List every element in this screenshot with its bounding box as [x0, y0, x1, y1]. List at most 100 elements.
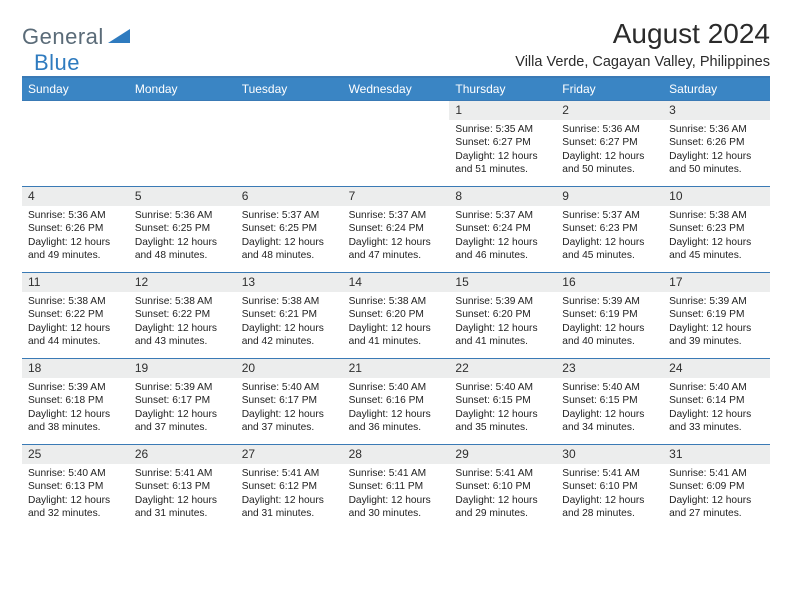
title-block: August 2024: [613, 18, 770, 50]
logo-triangle-icon: [108, 29, 130, 48]
day-cell: 8Sunrise: 5:37 AMSunset: 6:24 PMDaylight…: [449, 186, 556, 272]
day-cell: 14Sunrise: 5:38 AMSunset: 6:20 PMDayligh…: [343, 272, 450, 358]
day-number: 22: [449, 359, 556, 378]
day-number: 2: [556, 101, 663, 120]
day-number: 4: [22, 187, 129, 206]
day-number: 17: [663, 273, 770, 292]
day-info: Sunrise: 5:40 AMSunset: 6:15 PMDaylight:…: [556, 378, 663, 439]
day-info: Sunrise: 5:36 AMSunset: 6:27 PMDaylight:…: [556, 120, 663, 181]
day-number: 6: [236, 187, 343, 206]
day-header: Monday: [129, 78, 236, 100]
day-info: Sunrise: 5:39 AMSunset: 6:19 PMDaylight:…: [663, 292, 770, 353]
blank-cell: [236, 100, 343, 186]
logo-text-2: Blue: [34, 50, 80, 76]
day-info: Sunrise: 5:39 AMSunset: 6:17 PMDaylight:…: [129, 378, 236, 439]
day-number: 1: [449, 101, 556, 120]
day-header: Thursday: [449, 78, 556, 100]
day-cell: 22Sunrise: 5:40 AMSunset: 6:15 PMDayligh…: [449, 358, 556, 444]
day-info: Sunrise: 5:41 AMSunset: 6:10 PMDaylight:…: [556, 464, 663, 525]
day-info: Sunrise: 5:38 AMSunset: 6:23 PMDaylight:…: [663, 206, 770, 267]
day-info: Sunrise: 5:39 AMSunset: 6:19 PMDaylight:…: [556, 292, 663, 353]
day-number: 29: [449, 445, 556, 464]
logo: General: [22, 24, 132, 50]
day-info: Sunrise: 5:41 AMSunset: 6:09 PMDaylight:…: [663, 464, 770, 525]
day-info: Sunrise: 5:41 AMSunset: 6:11 PMDaylight:…: [343, 464, 450, 525]
day-info: Sunrise: 5:37 AMSunset: 6:23 PMDaylight:…: [556, 206, 663, 267]
day-info: Sunrise: 5:35 AMSunset: 6:27 PMDaylight:…: [449, 120, 556, 181]
day-cell: 13Sunrise: 5:38 AMSunset: 6:21 PMDayligh…: [236, 272, 343, 358]
day-info: Sunrise: 5:38 AMSunset: 6:22 PMDaylight:…: [129, 292, 236, 353]
day-number: 12: [129, 273, 236, 292]
day-cell: 28Sunrise: 5:41 AMSunset: 6:11 PMDayligh…: [343, 444, 450, 530]
day-info: Sunrise: 5:41 AMSunset: 6:10 PMDaylight:…: [449, 464, 556, 525]
day-info: Sunrise: 5:40 AMSunset: 6:16 PMDaylight:…: [343, 378, 450, 439]
day-number: 30: [556, 445, 663, 464]
day-info: Sunrise: 5:40 AMSunset: 6:14 PMDaylight:…: [663, 378, 770, 439]
day-cell: 12Sunrise: 5:38 AMSunset: 6:22 PMDayligh…: [129, 272, 236, 358]
day-number: 19: [129, 359, 236, 378]
day-cell: 10Sunrise: 5:38 AMSunset: 6:23 PMDayligh…: [663, 186, 770, 272]
day-cell: 4Sunrise: 5:36 AMSunset: 6:26 PMDaylight…: [22, 186, 129, 272]
day-number: 11: [22, 273, 129, 292]
day-header: Saturday: [663, 78, 770, 100]
day-info: Sunrise: 5:40 AMSunset: 6:13 PMDaylight:…: [22, 464, 129, 525]
day-info: Sunrise: 5:41 AMSunset: 6:13 PMDaylight:…: [129, 464, 236, 525]
day-cell: 23Sunrise: 5:40 AMSunset: 6:15 PMDayligh…: [556, 358, 663, 444]
day-number: 14: [343, 273, 450, 292]
day-cell: 16Sunrise: 5:39 AMSunset: 6:19 PMDayligh…: [556, 272, 663, 358]
day-info: Sunrise: 5:36 AMSunset: 6:26 PMDaylight:…: [22, 206, 129, 267]
day-info: Sunrise: 5:37 AMSunset: 6:24 PMDaylight:…: [343, 206, 450, 267]
day-info: Sunrise: 5:38 AMSunset: 6:22 PMDaylight:…: [22, 292, 129, 353]
day-number: 15: [449, 273, 556, 292]
day-cell: 30Sunrise: 5:41 AMSunset: 6:10 PMDayligh…: [556, 444, 663, 530]
day-info: Sunrise: 5:40 AMSunset: 6:15 PMDaylight:…: [449, 378, 556, 439]
day-info: Sunrise: 5:37 AMSunset: 6:24 PMDaylight:…: [449, 206, 556, 267]
day-cell: 9Sunrise: 5:37 AMSunset: 6:23 PMDaylight…: [556, 186, 663, 272]
day-number: 31: [663, 445, 770, 464]
day-cell: 19Sunrise: 5:39 AMSunset: 6:17 PMDayligh…: [129, 358, 236, 444]
day-info: Sunrise: 5:39 AMSunset: 6:20 PMDaylight:…: [449, 292, 556, 353]
day-cell: 25Sunrise: 5:40 AMSunset: 6:13 PMDayligh…: [22, 444, 129, 530]
day-cell: 11Sunrise: 5:38 AMSunset: 6:22 PMDayligh…: [22, 272, 129, 358]
day-number: 13: [236, 273, 343, 292]
day-cell: 20Sunrise: 5:40 AMSunset: 6:17 PMDayligh…: [236, 358, 343, 444]
day-cell: 24Sunrise: 5:40 AMSunset: 6:14 PMDayligh…: [663, 358, 770, 444]
day-cell: 18Sunrise: 5:39 AMSunset: 6:18 PMDayligh…: [22, 358, 129, 444]
day-info: Sunrise: 5:38 AMSunset: 6:20 PMDaylight:…: [343, 292, 450, 353]
blank-cell: [343, 100, 450, 186]
day-info: Sunrise: 5:38 AMSunset: 6:21 PMDaylight:…: [236, 292, 343, 353]
day-cell: 6Sunrise: 5:37 AMSunset: 6:25 PMDaylight…: [236, 186, 343, 272]
header-row: General August 2024: [22, 18, 770, 50]
day-header: Friday: [556, 78, 663, 100]
day-info: Sunrise: 5:37 AMSunset: 6:25 PMDaylight:…: [236, 206, 343, 267]
day-info: Sunrise: 5:36 AMSunset: 6:25 PMDaylight:…: [129, 206, 236, 267]
location-subtitle: Villa Verde, Cagayan Valley, Philippines: [515, 54, 770, 70]
day-number: 3: [663, 101, 770, 120]
day-cell: 15Sunrise: 5:39 AMSunset: 6:20 PMDayligh…: [449, 272, 556, 358]
day-number: 16: [556, 273, 663, 292]
day-number: 10: [663, 187, 770, 206]
day-number: 8: [449, 187, 556, 206]
day-number: 28: [343, 445, 450, 464]
day-cell: 29Sunrise: 5:41 AMSunset: 6:10 PMDayligh…: [449, 444, 556, 530]
day-cell: 21Sunrise: 5:40 AMSunset: 6:16 PMDayligh…: [343, 358, 450, 444]
day-cell: 31Sunrise: 5:41 AMSunset: 6:09 PMDayligh…: [663, 444, 770, 530]
day-cell: 27Sunrise: 5:41 AMSunset: 6:12 PMDayligh…: [236, 444, 343, 530]
day-number: 27: [236, 445, 343, 464]
day-cell: 3Sunrise: 5:36 AMSunset: 6:26 PMDaylight…: [663, 100, 770, 186]
calendar-grid: SundayMondayTuesdayWednesdayThursdayFrid…: [22, 78, 770, 530]
day-header: Wednesday: [343, 78, 450, 100]
day-header: Tuesday: [236, 78, 343, 100]
day-info: Sunrise: 5:39 AMSunset: 6:18 PMDaylight:…: [22, 378, 129, 439]
day-header: Sunday: [22, 78, 129, 100]
day-number: 21: [343, 359, 450, 378]
day-cell: 5Sunrise: 5:36 AMSunset: 6:25 PMDaylight…: [129, 186, 236, 272]
day-number: 24: [663, 359, 770, 378]
day-cell: 7Sunrise: 5:37 AMSunset: 6:24 PMDaylight…: [343, 186, 450, 272]
day-number: 20: [236, 359, 343, 378]
day-number: 18: [22, 359, 129, 378]
day-info: Sunrise: 5:41 AMSunset: 6:12 PMDaylight:…: [236, 464, 343, 525]
month-title: August 2024: [613, 18, 770, 50]
day-cell: 17Sunrise: 5:39 AMSunset: 6:19 PMDayligh…: [663, 272, 770, 358]
day-number: 9: [556, 187, 663, 206]
